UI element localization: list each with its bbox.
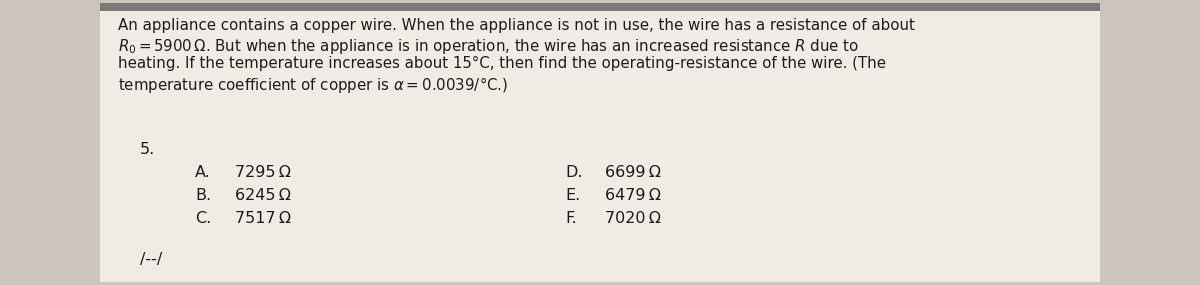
Text: E.: E. <box>565 188 581 203</box>
Text: heating. If the temperature increases about 15°C, then find the operating-resist: heating. If the temperature increases ab… <box>118 56 886 71</box>
Text: F.: F. <box>565 211 577 226</box>
Text: 7295 Ω: 7295 Ω <box>235 165 292 180</box>
Text: A.: A. <box>194 165 211 180</box>
Text: D.: D. <box>565 165 582 180</box>
Text: 6479 Ω: 6479 Ω <box>605 188 661 203</box>
Text: temperature coefficient of copper is $\alpha = 0.0039/°$C.): temperature coefficient of copper is $\a… <box>118 75 509 95</box>
Text: /--/: /--/ <box>140 252 162 267</box>
Text: B.: B. <box>194 188 211 203</box>
Text: $R_0 = 5900\,\Omega$. But when the appliance is in operation, the wire has an in: $R_0 = 5900\,\Omega$. But when the appli… <box>118 37 859 56</box>
Text: 6699 Ω: 6699 Ω <box>605 165 661 180</box>
Bar <box>100 3 1100 11</box>
Text: 5.: 5. <box>140 142 155 157</box>
Text: C.: C. <box>194 211 211 226</box>
Text: 7020 Ω: 7020 Ω <box>605 211 661 226</box>
Text: An appliance contains a copper wire. When the appliance is not in use, the wire : An appliance contains a copper wire. Whe… <box>118 18 914 33</box>
Text: 6245 Ω: 6245 Ω <box>235 188 292 203</box>
Bar <box>100 3 1100 282</box>
Text: 7517 Ω: 7517 Ω <box>235 211 292 226</box>
